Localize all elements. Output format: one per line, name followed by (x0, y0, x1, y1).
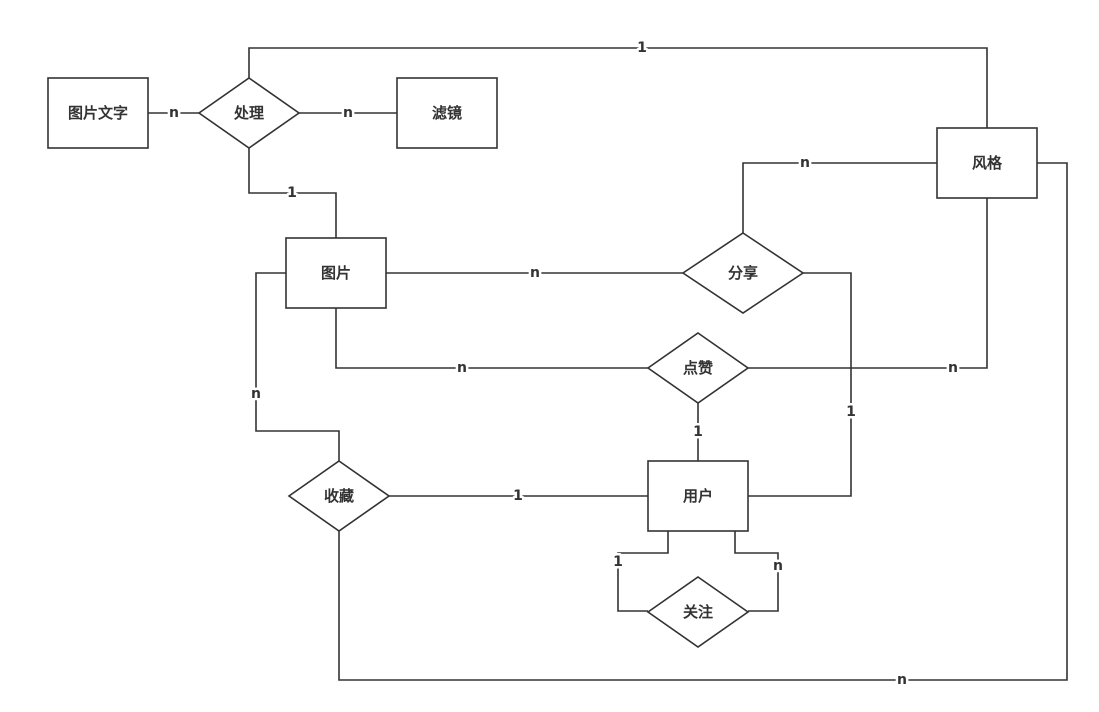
entity-image-text[interactable]: 图片文字 (47, 77, 149, 149)
relationship-process[interactable]: 处理 (197, 77, 301, 149)
relationship-share-label: 分享 (728, 264, 758, 282)
cardinality-favorite-image: n (251, 386, 261, 402)
relationship-follow[interactable]: 关注 (646, 576, 750, 648)
edge-process-style (248, 47, 988, 128)
relationship-like-label: 点赞 (683, 359, 713, 377)
entity-image[interactable]: 图片 (285, 237, 387, 309)
cardinality-like-style: n (948, 360, 958, 376)
edge-user-follow-left (617, 531, 669, 612)
relationship-share[interactable]: 分享 (681, 232, 805, 314)
entity-image-label: 图片 (321, 264, 351, 282)
edge-image-favorite (255, 272, 340, 461)
edge-image-like (335, 308, 648, 369)
entity-image-text-label: 图片文字 (68, 104, 128, 122)
entity-style[interactable]: 风格 (936, 127, 1038, 199)
edge-user-follow-right (734, 531, 779, 612)
cardinality-share-style: n (800, 155, 810, 171)
edge-favorite-style (338, 162, 1068, 681)
edge-share-style (742, 162, 937, 233)
relationship-like[interactable]: 点赞 (646, 332, 750, 404)
entity-style-label: 风格 (972, 154, 1003, 172)
cardinality-like-user: 1 (693, 424, 703, 440)
cardinality-process-image: 1 (287, 185, 297, 201)
cardinality-like-image: n (457, 360, 467, 376)
edge-share-user (748, 272, 852, 497)
cardinality-process-image-text: n (169, 105, 179, 121)
relationship-favorite-label: 收藏 (324, 487, 354, 505)
relationship-favorite[interactable]: 收藏 (287, 460, 391, 532)
entity-user[interactable]: 用户 (647, 460, 749, 532)
entity-filter-label: 滤镜 (432, 104, 462, 122)
entity-user-label: 用户 (683, 487, 713, 505)
relationship-follow-label: 关注 (683, 603, 713, 621)
cardinality-process-style: 1 (637, 40, 647, 56)
edge-like-style (748, 198, 988, 369)
cardinality-follow-left: 1 (613, 554, 623, 570)
cardinality-favorite-style: n (897, 672, 907, 688)
relationship-process-label: 处理 (233, 104, 264, 122)
edge-process-image (248, 148, 337, 238)
entity-filter[interactable]: 滤镜 (396, 77, 498, 149)
cardinality-share-user: 1 (846, 404, 856, 420)
cardinality-share-image: n (530, 265, 540, 281)
cardinality-favorite-user: 1 (513, 488, 523, 504)
cardinality-follow-right: n (773, 558, 783, 574)
cardinality-process-filter: n (343, 105, 353, 121)
